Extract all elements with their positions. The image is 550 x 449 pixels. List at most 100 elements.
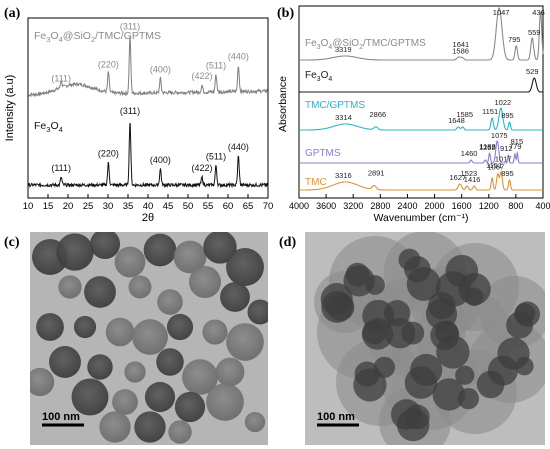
ftir-band-label: 1523 — [461, 169, 478, 178]
xrd-x-tick-label: 55 — [203, 201, 214, 212]
ftir-line-gptms — [299, 140, 543, 164]
ftir-band-label: 3319 — [335, 45, 352, 54]
xrd-peak-label: (220) — [98, 59, 119, 69]
nanoparticle — [73, 315, 97, 339]
nanoparticle — [112, 389, 138, 415]
ftir-band-label: 1017 — [495, 155, 512, 164]
ftir-band-label: 895 — [501, 111, 514, 120]
tem-panel-c: (c) 100 nm — [0, 228, 275, 449]
ftir-x-tick-label: 3200 — [343, 201, 363, 211]
tem-panel-d: (d) 100 nm — [275, 228, 550, 449]
nanoparticle — [226, 248, 264, 286]
panel-label-b: (b) — [277, 6, 294, 21]
xrd-x-tick-label: 25 — [83, 201, 94, 212]
nanoparticle — [124, 361, 146, 383]
xrd-series-label-composite: Fe3O4@SiO2/TMC/GPTMS — [34, 30, 161, 44]
xrd-x-tick-label: 45 — [163, 201, 174, 212]
ftir-line-tmc — [299, 170, 543, 191]
ftir-band-label: 2866 — [370, 110, 387, 119]
ftir-band-label: 1151 — [482, 107, 498, 116]
xrd-peak-label: (111) — [51, 163, 71, 173]
nanoparticle — [182, 359, 218, 395]
nanoparticle — [220, 282, 250, 312]
ftir-x-tick-label: 1200 — [479, 201, 499, 211]
xrd-chart: (a) 10 15 20 25 30 35 40 45 50 55 60 65 70 (111) (220… — [4, 6, 273, 224]
nanoparticle — [157, 289, 183, 315]
ftir-band-label: 1627 — [449, 173, 466, 182]
ftir-x-axis-label: Wavenumber (cm⁻¹) — [374, 212, 469, 224]
aggregate-core — [321, 291, 354, 323]
ftir-panel: (b) 4000 3600 3200 2800 2400 2000 1600 1200 800 4… — [275, 0, 550, 225]
xrd-line-fe3o4 — [27, 122, 269, 189]
xrd-peak-label: (400) — [150, 155, 171, 165]
nanoparticle — [226, 323, 264, 361]
xrd-x-tick-label: 40 — [143, 201, 154, 212]
ftir-band-label: 1022 — [494, 98, 511, 107]
ftir-series-label-tmc: TMC — [305, 177, 327, 188]
aggregate-core — [343, 265, 375, 297]
xrd-peak-label: (422) — [191, 71, 212, 81]
xrd-x-axis-label: 2θ — [142, 212, 154, 224]
panel-label-d: (d) — [279, 235, 296, 250]
nanoparticle — [36, 313, 64, 341]
ftir-band-label: 1075 — [491, 131, 508, 140]
xrd-x-tick-label: 15 — [43, 201, 54, 212]
xrd-peak-label: (511) — [206, 60, 226, 70]
ftir-band-label: 1047 — [493, 8, 510, 17]
tem-image-d-graphic: 100 nm — [305, 232, 545, 445]
nanoparticle — [206, 383, 244, 421]
nanoparticle — [58, 275, 82, 299]
nanoparticle — [202, 319, 228, 345]
aggregate-core — [428, 291, 456, 320]
nanoparticle — [132, 319, 168, 355]
ftir-band-label: 529 — [526, 67, 539, 76]
xrd-x-tick-label: 65 — [243, 201, 254, 212]
xrd-panel: (a) 10 15 20 25 30 35 40 45 50 55 60 65 70 (111) (220… — [0, 0, 275, 225]
nanoparticle — [244, 411, 266, 433]
ftir-line-fe3o4 — [299, 77, 543, 93]
nanoparticle — [87, 354, 113, 380]
ftir-frame — [298, 5, 544, 199]
ftir-band-label: 3314 — [335, 113, 352, 122]
nanoparticle — [49, 346, 81, 378]
ftir-band-label: 436 — [532, 8, 545, 17]
ftir-band-label: 3316 — [335, 171, 352, 180]
xrd-x-tick-label: 50 — [183, 201, 194, 212]
nanoparticle — [99, 411, 131, 443]
ftir-band-label: 1641 — [453, 40, 470, 49]
aggregate-core — [432, 378, 465, 411]
ftir-band-label: 895 — [501, 169, 514, 178]
panel-label-c: (c) — [4, 235, 20, 250]
aggregate-core — [361, 318, 394, 350]
xrd-peak-label: (440) — [228, 51, 249, 61]
ftir-x-tick-label: 2000 — [425, 201, 445, 211]
aggregate-core — [390, 399, 422, 430]
ftir-band-label: 779 — [509, 142, 522, 151]
ftir-band-label: 1416 — [464, 175, 481, 184]
ftir-x-tick-label: 2800 — [370, 201, 390, 211]
ftir-band-label: 1067 — [487, 163, 504, 172]
xrd-line-composite — [27, 36, 269, 98]
ftir-band-label: 815 — [511, 137, 524, 146]
ftir-series-label-tmc-gptms: TMC/GPTMS — [305, 100, 365, 111]
nanoparticle — [247, 299, 268, 325]
xrd-x-tick-label: 35 — [123, 201, 134, 212]
ftir-band-label: 559 — [528, 28, 541, 37]
ftir-series-label-composite: Fe3O4@SiO2/TMC/GPTMS — [305, 38, 426, 51]
ftir-band-label: 1585 — [456, 110, 473, 119]
ftir-series-label-fe3o4: Fe3O4 — [305, 70, 332, 83]
nanoparticle — [203, 232, 237, 264]
aggregate-core — [406, 266, 441, 301]
xrd-x-tick-label: 30 — [103, 201, 114, 212]
xrd-peak-label: (511) — [206, 152, 226, 162]
aggregate-core — [354, 361, 380, 387]
nanoparticle — [71, 378, 109, 416]
xrd-peak-label: (220) — [98, 148, 119, 158]
ftir-band-label: 912 — [500, 144, 513, 153]
ftir-x-tick-label: 2400 — [397, 201, 417, 211]
ftir-band-label: 1188 — [480, 142, 496, 151]
tem-image-c: 100 nm — [30, 232, 268, 445]
ftir-band-label: 1648 — [448, 116, 465, 125]
nanoparticle — [114, 246, 146, 278]
ftir-line-composite — [299, 7, 544, 61]
